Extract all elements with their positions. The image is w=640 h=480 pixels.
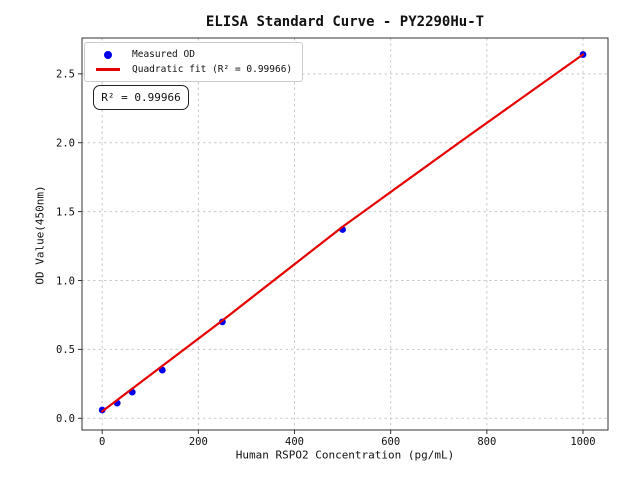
y-tick-label: 1.0 [56,275,75,287]
y-tick-label: 0.0 [56,413,75,425]
legend-item-measured: Measured OD [93,47,292,62]
x-axis-label: Human RSPO2 Concentration (pg/mL) [235,448,455,462]
y-tick-label: 1.5 [56,206,75,218]
x-tick-label: 200 [189,436,208,448]
legend: Measured OD Quadratic fit (R² = 0.99966) [84,42,304,82]
y-tick-label: 0.5 [56,344,75,356]
measured-od-marker-icon [104,50,112,59]
legend-label-measured: Measured OD [132,49,195,60]
chart-title: ELISA Standard Curve - PY2290Hu-T [205,14,485,30]
x-tick-label: 800 [477,436,496,448]
x-tick-label: 0 [99,436,105,448]
legend-label-fit: Quadratic fit (R² = 0.99966) [132,64,293,75]
y-tick-label: 2.5 [56,69,75,81]
fit-line-icon [96,68,120,71]
legend-item-fit: Quadratic fit (R² = 0.99966) [93,62,292,77]
x-tick-label: 400 [285,436,304,448]
x-tick-label: 1000 [570,436,595,448]
x-tick-label: 600 [381,436,400,448]
y-tick-label: 2.0 [56,138,75,150]
y-axis-label: OD Value(450nm) [33,185,47,285]
plot-border [81,37,609,431]
r-squared-annotation: R² = 0.99966 [93,85,189,110]
fit-line [101,53,585,413]
